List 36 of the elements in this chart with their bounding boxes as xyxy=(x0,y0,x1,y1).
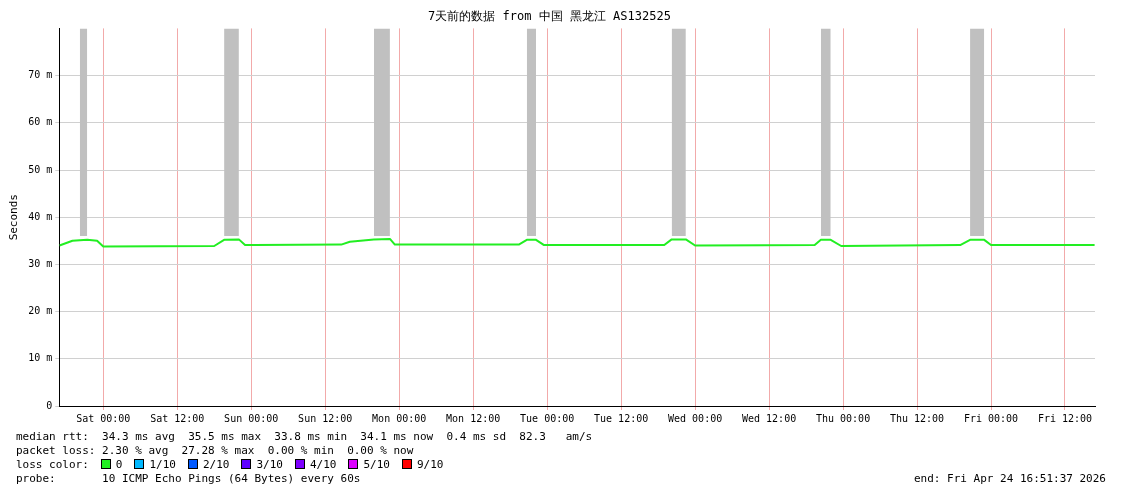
x-tick-label: Thu 12:00 xyxy=(889,412,945,424)
y-tick-label: 40 m xyxy=(28,210,53,222)
x-tick-label: Fri 12:00 xyxy=(1037,412,1093,424)
text: median rtt: 34.3 ms avg 35.5 ms max 33.8 ms min 34.1 ms now 0.4 ms sd 82.3 am/s xyxy=(16,430,594,444)
text: packet loss: 2.30 % avg 27.28 % max 0.00 % min 0.00 % now xyxy=(16,444,415,458)
y-tick-label: 0 xyxy=(46,399,53,411)
text: 1/10 xyxy=(149,458,176,471)
x-tick-label: Thu 00:00 xyxy=(815,412,871,424)
y-axis-title: Seconds xyxy=(7,194,21,241)
text: 3/10 xyxy=(256,458,283,471)
x-tick-label: Tue 00:00 xyxy=(520,412,575,424)
y-tick-label: 30 m xyxy=(28,257,53,269)
text: probe: 10 ICMP Echo Pings (64 Bytes) every 60s xyxy=(16,472,361,485)
y-tick-label: 60 m xyxy=(28,116,53,128)
chart-title: 7天前的数据 from 中国 黑龙江 AS132525 xyxy=(428,9,671,24)
y-tick-label: 70 m xyxy=(28,69,53,81)
text: loss color: xyxy=(16,458,89,471)
x-tick-label: Sat 00:00 xyxy=(76,412,131,424)
text: end: Fri Apr 24 16:51:37 2026 xyxy=(913,472,1106,486)
x-tick-label: Sat 12:00 xyxy=(150,412,205,424)
text: 0 xyxy=(115,458,123,471)
x-tick-label: Fri 00:00 xyxy=(963,412,1019,424)
x-tick-label: Sun 00:00 xyxy=(224,412,279,424)
text: 2/10 xyxy=(202,458,230,471)
x-tick-label: Wed 12:00 xyxy=(741,412,797,424)
x-tick-label: Mon 12:00 xyxy=(446,412,501,424)
text: 9/10 xyxy=(416,458,444,471)
y-tick-label: 20 m xyxy=(28,305,53,317)
x-tick-label: Wed 00:00 xyxy=(668,412,723,424)
text: 5/10 xyxy=(363,458,390,471)
x-tick-label: Tue 12:00 xyxy=(594,412,649,424)
y-tick-label: 50 m xyxy=(28,163,53,175)
y-tick-label: 10 m xyxy=(28,352,53,364)
x-tick-label: Mon 00:00 xyxy=(372,412,427,424)
text: 4/10 xyxy=(309,458,337,471)
x-tick-label: Sun 12:00 xyxy=(298,412,353,424)
